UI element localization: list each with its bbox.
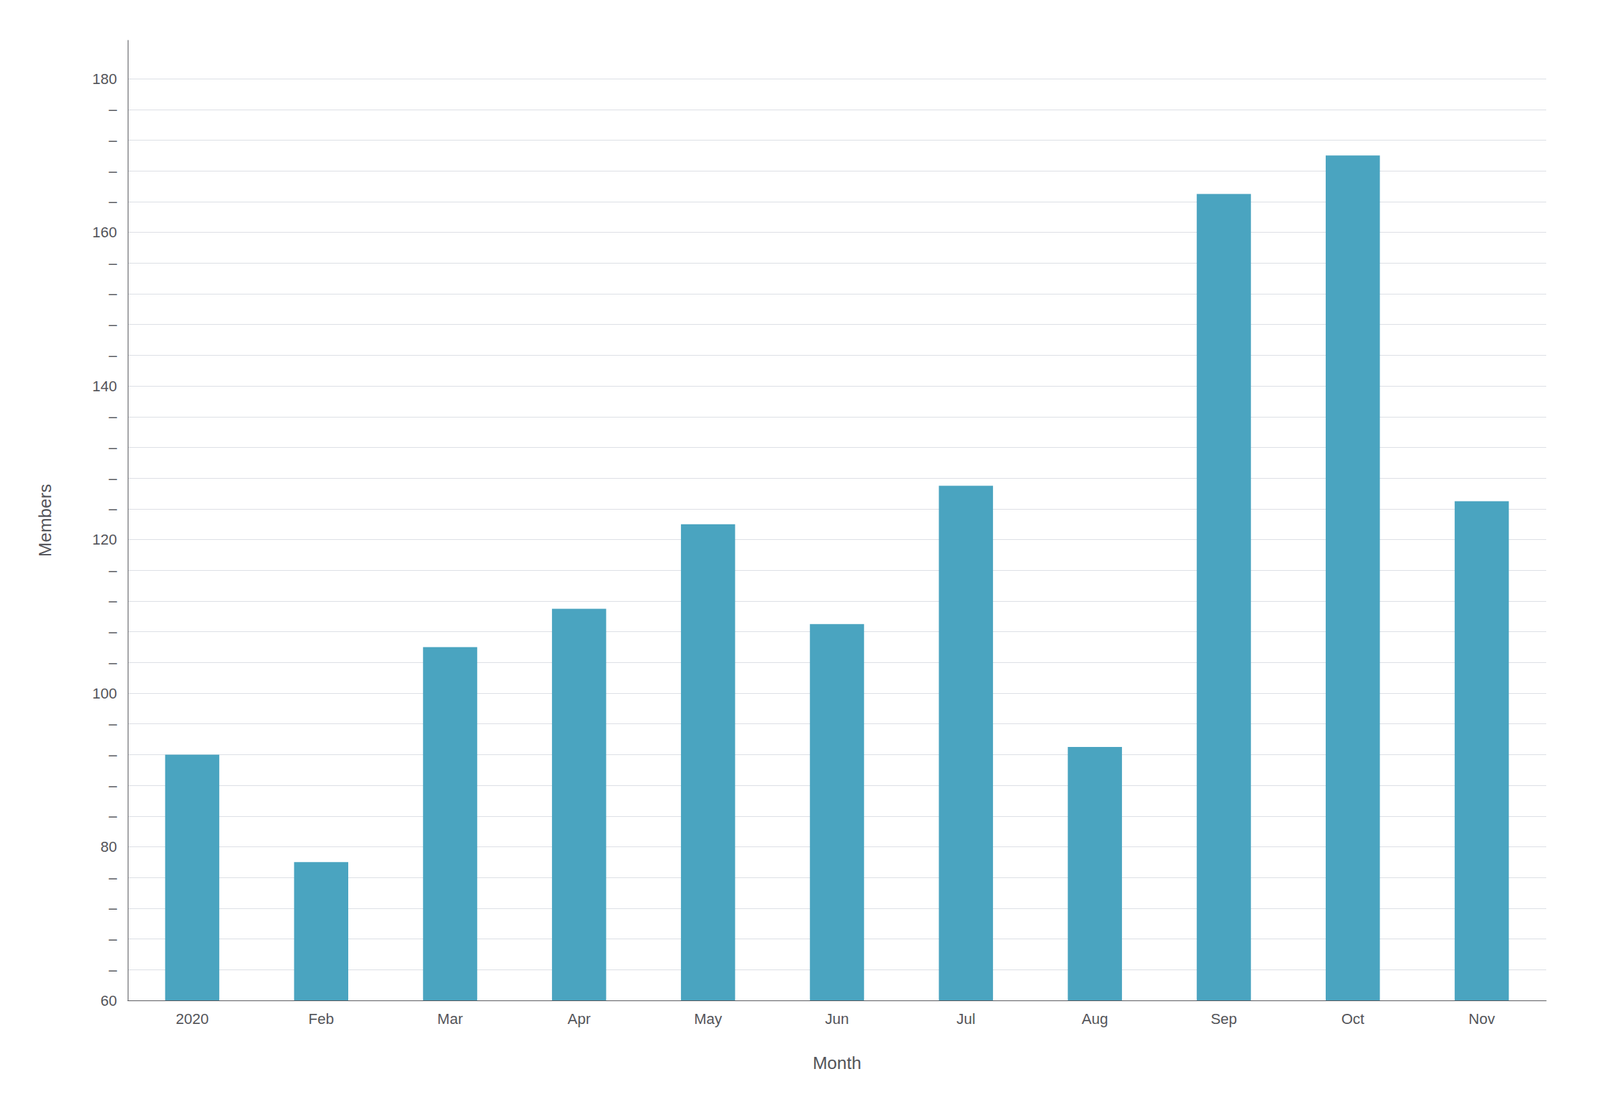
svg-text:–: – bbox=[108, 285, 118, 302]
svg-text:60: 60 bbox=[100, 992, 117, 1010]
svg-text:Nov: Nov bbox=[1468, 1010, 1496, 1028]
svg-text:–: – bbox=[108, 746, 118, 764]
svg-text:–: – bbox=[108, 623, 118, 640]
svg-text:–: – bbox=[108, 192, 118, 210]
svg-text:–: – bbox=[108, 807, 118, 825]
svg-text:2020: 2020 bbox=[175, 1010, 209, 1028]
svg-text:–: – bbox=[108, 100, 118, 118]
svg-text:Sep: Sep bbox=[1210, 1010, 1237, 1028]
svg-text:–: – bbox=[108, 562, 118, 579]
svg-text:–: – bbox=[108, 131, 118, 149]
svg-text:Feb: Feb bbox=[308, 1010, 335, 1028]
svg-text:–: – bbox=[108, 162, 118, 180]
svg-text:–: – bbox=[108, 777, 118, 794]
svg-text:Jun: Jun bbox=[824, 1010, 849, 1028]
svg-text:160: 160 bbox=[92, 223, 117, 241]
svg-text:–: – bbox=[108, 500, 118, 517]
svg-text:Mar: Mar bbox=[437, 1010, 464, 1028]
svg-text:Oct: Oct bbox=[1341, 1010, 1365, 1028]
svg-text:–: – bbox=[108, 899, 118, 917]
svg-text:–: – bbox=[108, 315, 118, 333]
svg-text:140: 140 bbox=[92, 377, 117, 395]
svg-text:–: – bbox=[108, 469, 118, 487]
svg-text:120: 120 bbox=[92, 531, 117, 548]
svg-text:Month: Month bbox=[812, 1052, 862, 1073]
svg-text:Jul: Jul bbox=[956, 1010, 976, 1028]
svg-text:Members: Members bbox=[34, 484, 56, 557]
svg-text:–: – bbox=[108, 346, 118, 364]
svg-text:–: – bbox=[108, 930, 118, 948]
svg-text:–: – bbox=[108, 438, 118, 456]
svg-text:May: May bbox=[693, 1010, 723, 1028]
svg-text:Apr: Apr bbox=[567, 1010, 591, 1028]
svg-text:–: – bbox=[108, 654, 118, 671]
svg-text:–: – bbox=[108, 715, 118, 733]
svg-text:Aug: Aug bbox=[1081, 1010, 1108, 1028]
svg-text:180: 180 bbox=[92, 70, 117, 88]
svg-text:80: 80 bbox=[100, 838, 117, 856]
svg-text:–: – bbox=[108, 408, 118, 425]
svg-text:–: – bbox=[108, 254, 118, 272]
svg-text:–: – bbox=[108, 592, 118, 610]
svg-text:100: 100 bbox=[92, 685, 117, 702]
svg-text:–: – bbox=[108, 961, 118, 979]
svg-text:–: – bbox=[108, 869, 118, 887]
